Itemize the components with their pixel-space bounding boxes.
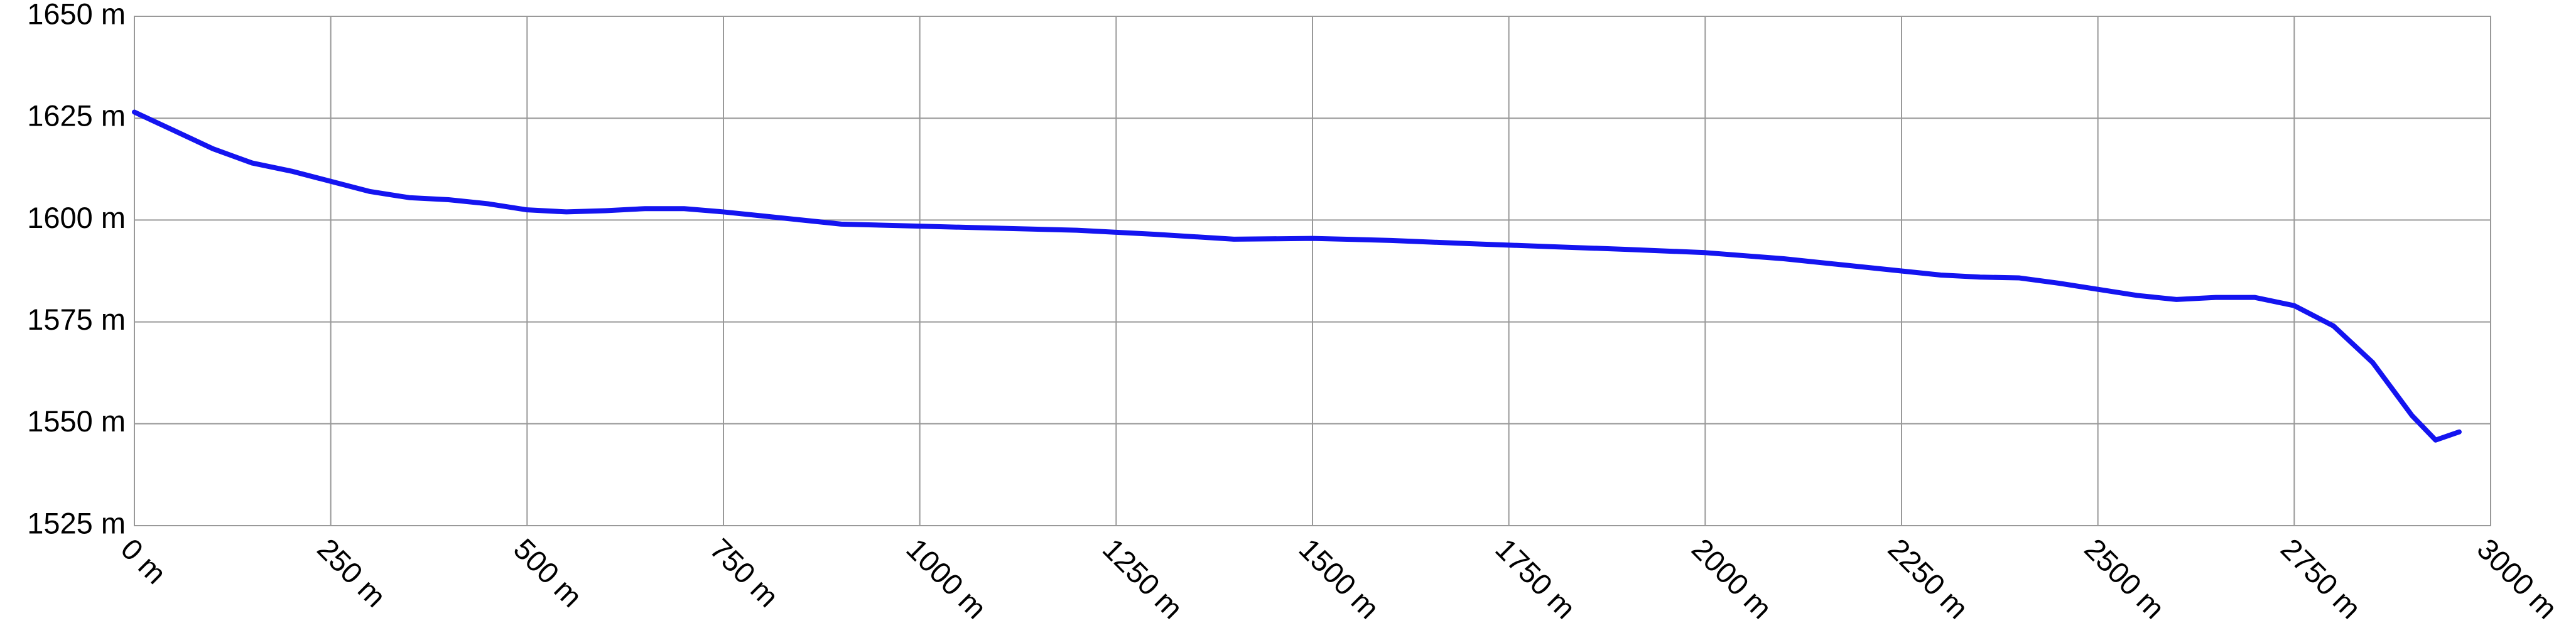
x-tick-label: 750 m	[704, 532, 786, 614]
x-tick-label: 0 m	[115, 532, 173, 590]
x-tick-label: 2000 m	[1686, 532, 1778, 625]
x-tick-label: 1500 m	[1293, 532, 1386, 625]
x-tick-label: 2250 m	[1882, 532, 1975, 625]
x-tick-label: 1000 m	[900, 532, 993, 625]
x-tick-label: 2750 m	[2275, 532, 2368, 625]
x-tick-label: 500 m	[507, 532, 589, 614]
x-tick-label: 3000 m	[2471, 532, 2564, 625]
x-tick-label: 1750 m	[1489, 532, 1582, 625]
y-tick-label: 1600 m	[27, 201, 126, 234]
x-tick-label: 2500 m	[2078, 532, 2171, 625]
x-tick-label: 1250 m	[1096, 532, 1189, 625]
x-tick-label: 250 m	[311, 532, 392, 614]
y-tick-label: 1650 m	[27, 0, 126, 30]
y-tick-label: 1575 m	[27, 303, 126, 336]
y-tick-label: 1550 m	[27, 404, 126, 438]
y-tick-label: 1625 m	[27, 99, 126, 133]
elevation-line	[132, 109, 2462, 443]
y-tick-label: 1525 m	[27, 506, 126, 539]
